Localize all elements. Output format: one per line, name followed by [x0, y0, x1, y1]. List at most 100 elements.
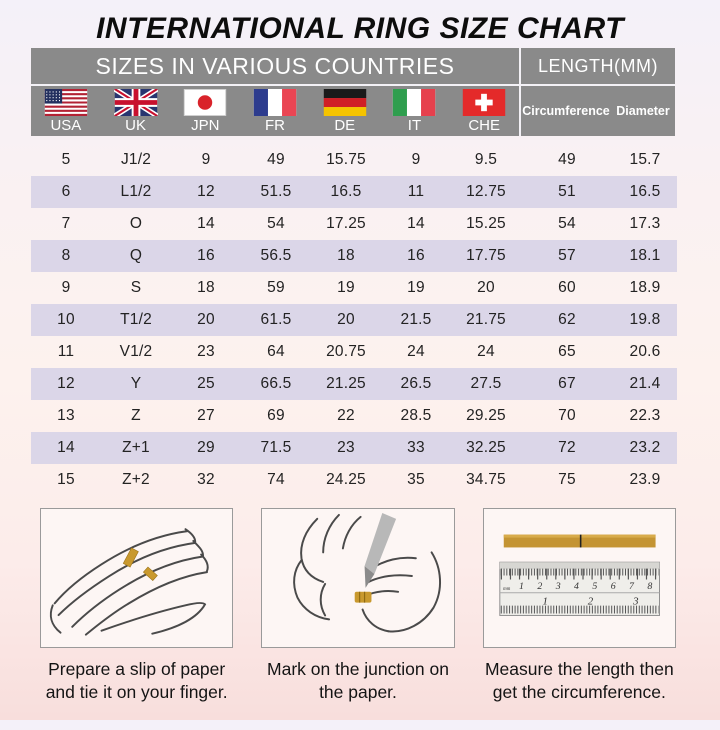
size-cell: 9 — [61, 279, 71, 296]
column-jpn: JPN — [170, 86, 240, 136]
size-cell: 24 — [407, 343, 425, 360]
size-cell: 23.2 — [629, 439, 661, 456]
column-fr: FR — [240, 86, 310, 136]
size-cell: 24 — [477, 343, 495, 360]
size-cell: 16.5 — [330, 183, 362, 200]
size-cell: 22.3 — [629, 407, 661, 424]
svg-text:1: 1 — [542, 596, 547, 608]
size-cell: 15 — [57, 471, 75, 488]
instruction-caption: Prepare a slip of paper and tie it on yo… — [45, 659, 228, 702]
table-row: 12 Y 25 66.5 21.25 26.5 27.5 67 21.4 — [31, 368, 677, 400]
japan-flag-icon — [184, 89, 227, 116]
mark-junction-with-pen-illustration — [261, 508, 455, 648]
italy-flag-icon — [393, 89, 436, 116]
size-cell: 64 — [267, 343, 285, 360]
size-cell: 23 — [197, 343, 215, 360]
size-cell: Z+1 — [122, 439, 150, 456]
country-columns: USA UK — [31, 86, 521, 136]
size-cell: 13 — [57, 407, 75, 424]
size-cell: 21.5 — [400, 311, 432, 328]
instruction-step-1: Prepare a slip of paper and tie it on yo… — [40, 508, 234, 704]
size-cell: 56.5 — [260, 247, 292, 264]
size-cell: 18 — [337, 247, 355, 264]
size-cell: 49 — [558, 151, 576, 168]
size-cell: 14 — [57, 439, 75, 456]
svg-text:2: 2 — [587, 596, 593, 608]
size-cell: 22 — [337, 407, 355, 424]
size-cell: 34.75 — [466, 471, 506, 488]
size-cell: 9 — [201, 151, 211, 168]
size-cell: 14 — [407, 215, 425, 232]
germany-flag-icon — [323, 89, 366, 116]
size-cell: 20 — [477, 279, 495, 296]
country-label: USA — [50, 117, 82, 134]
country-label: UK — [125, 117, 146, 134]
size-cell: 18.9 — [629, 279, 661, 296]
instruction-step-2: Mark on the junction on the paper. — [261, 508, 455, 704]
size-cell: 23.9 — [629, 471, 661, 488]
size-cell: 26.5 — [400, 375, 432, 392]
size-cell: Q — [129, 247, 143, 264]
size-cell: 29.25 — [466, 407, 506, 424]
size-cell: 17.25 — [326, 215, 366, 232]
table-row: 10 T1/2 20 61.5 20 21.5 21.75 62 19.8 — [31, 304, 677, 336]
size-cell: 15.7 — [629, 151, 661, 168]
length-group-header: LENGTH(MM) — [521, 48, 675, 86]
size-cell: 49 — [267, 151, 285, 168]
table-row: 9 S 18 59 19 19 20 60 18.9 — [31, 272, 677, 304]
size-cell: 15.25 — [466, 215, 506, 232]
size-cell: 27 — [197, 407, 215, 424]
size-cell: 75 — [558, 471, 576, 488]
size-cell: 28.5 — [400, 407, 432, 424]
size-cell: 16.5 — [629, 183, 661, 200]
table-row: 8 Q 16 56.5 18 16 17.75 57 18.1 — [31, 240, 677, 272]
svg-text:5: 5 — [592, 581, 597, 592]
size-cell: 51.5 — [260, 183, 292, 200]
size-cell: V1/2 — [119, 343, 153, 360]
column-che: CHE — [449, 86, 519, 136]
size-cell: S — [130, 279, 142, 296]
size-cell: 21.4 — [629, 375, 661, 392]
table-row: 13 Z 27 69 22 28.5 29.25 70 22.3 — [31, 400, 677, 432]
country-label: JPN — [191, 117, 220, 134]
size-cell: 57 — [558, 247, 576, 264]
size-cell: 7 — [61, 215, 71, 232]
size-cell: 59 — [267, 279, 285, 296]
svg-text:mm: mm — [503, 587, 511, 592]
size-cell: 70 — [558, 407, 576, 424]
size-cell: 32.25 — [466, 439, 506, 456]
table-row: 6 L1/2 12 51.5 16.5 11 12.75 51 16.5 — [31, 176, 677, 208]
size-cell: 19.8 — [629, 311, 661, 328]
size-cell: 11 — [57, 343, 75, 360]
size-cell: 23 — [337, 439, 355, 456]
uk-flag-icon — [113, 89, 158, 116]
size-cell: 29 — [197, 439, 215, 456]
size-cell: 74 — [267, 471, 285, 488]
size-cell: 11 — [407, 183, 425, 200]
hand-with-paper-strip-illustration — [40, 508, 234, 648]
size-cell: 21.25 — [326, 375, 366, 392]
svg-text:6: 6 — [610, 581, 615, 592]
size-cell: 72 — [558, 439, 576, 456]
size-cell: 12.75 — [466, 183, 506, 200]
size-cell: 54 — [267, 215, 285, 232]
size-cell: 15.75 — [326, 151, 366, 168]
size-cell: 66.5 — [260, 375, 292, 392]
size-cell: 60 — [558, 279, 576, 296]
size-cell: 5 — [61, 151, 71, 168]
svg-text:3: 3 — [554, 581, 560, 592]
length-columns: Circumference Diameter — [521, 86, 675, 136]
country-label: IT — [407, 117, 422, 134]
size-cell: 67 — [558, 375, 576, 392]
size-cell: 62 — [558, 311, 576, 328]
svg-text:7: 7 — [629, 581, 635, 592]
size-cell: J1/2 — [120, 151, 152, 168]
size-cell: 14 — [197, 215, 215, 232]
column-uk: UK — [101, 86, 171, 136]
size-cell: 20 — [197, 311, 215, 328]
svg-text:2: 2 — [537, 581, 542, 592]
size-cell: 25 — [197, 375, 215, 392]
svg-text:4: 4 — [574, 581, 579, 592]
table-row: 11 V1/2 23 64 20.75 24 24 65 20.6 — [31, 336, 677, 368]
size-cell: O — [129, 215, 143, 232]
